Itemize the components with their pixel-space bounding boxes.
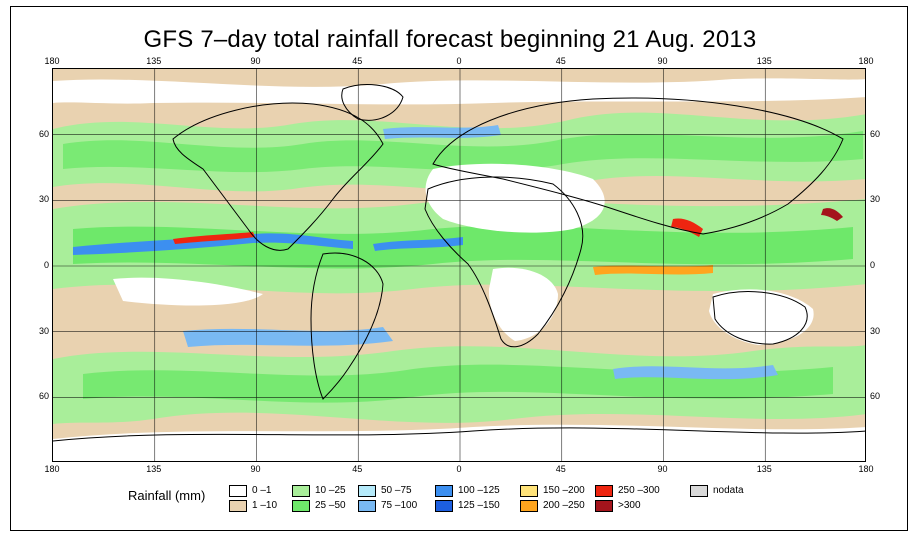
coastlines <box>53 84 865 442</box>
legend-swatch <box>595 500 613 512</box>
legend-title: Rainfall (mm) <box>128 488 206 503</box>
itcz-pacific <box>73 233 353 255</box>
lon-tick-label-bottom: 45 <box>555 464 566 474</box>
lat-tick-label-left: 30 <box>38 325 49 336</box>
south-america-outline <box>310 252 384 400</box>
legend-swatch <box>435 485 453 497</box>
lon-tick-label-bottom: 90 <box>250 464 261 474</box>
lat-tick-label-left: 30 <box>38 194 49 205</box>
australia-outline <box>712 291 808 345</box>
legend-label: 75 –100 <box>381 500 418 511</box>
lon-tick-label-bottom: 135 <box>146 464 162 474</box>
lat-tick-label-left: 60 <box>38 391 49 402</box>
legend-swatch <box>292 485 310 497</box>
lon-tick-label-top: 180 <box>858 56 874 66</box>
lon-tick-label-bottom: 135 <box>756 464 772 474</box>
legend-label: 200 –250 <box>543 500 585 511</box>
blue-streak-north-atlantic <box>383 125 501 139</box>
legend-label: 25 –50 <box>315 500 346 511</box>
lon-tick-label-top: 45 <box>555 56 566 66</box>
legend-label: nodata <box>713 485 744 496</box>
legend-label: 150 –200 <box>543 485 585 496</box>
itcz-atlantic <box>373 237 463 251</box>
map-title: GFS 7–day total rainfall forecast beginn… <box>143 26 757 53</box>
itcz-indian <box>593 265 713 275</box>
legend-swatch <box>292 500 310 512</box>
west-pacific-core <box>821 208 843 221</box>
lon-tick-label-bottom: 0 <box>456 464 462 474</box>
rainfall-map <box>52 68 866 462</box>
itcz-pacific-core <box>173 232 255 244</box>
dry-east-pacific <box>113 277 263 306</box>
green-band-north-dark <box>63 131 863 173</box>
legend-swatch <box>229 485 247 497</box>
lon-tick-label-bottom: 180 <box>44 464 60 474</box>
africa-outline <box>424 176 584 348</box>
dry-australia <box>709 289 814 345</box>
lon-tick-label-top: 0 <box>456 56 462 66</box>
legend-label: 1 –10 <box>252 500 278 511</box>
legend-label: 100 –125 <box>458 485 500 496</box>
lat-tick-label-right: 60 <box>870 128 881 139</box>
legend-swatch <box>690 485 708 497</box>
lon-tick-label-bottom: 90 <box>657 464 668 474</box>
legend-swatch <box>229 500 247 512</box>
legend-swatch <box>595 485 613 497</box>
lon-tick-label-top: 135 <box>146 56 162 66</box>
antarctica-outline <box>53 427 865 442</box>
legend-label: >300 <box>618 500 641 511</box>
dry-arctic <box>53 78 865 105</box>
dry-north-africa <box>425 163 605 233</box>
lat-tick-label-right: 0 <box>870 260 876 270</box>
lon-tick-label-top: 90 <box>250 56 261 66</box>
lon-tick-label-top: 45 <box>352 56 363 66</box>
lat-tick-label-right: 60 <box>870 391 881 402</box>
legend-swatch <box>520 500 538 512</box>
greenland-outline <box>341 84 404 121</box>
lon-tick-label-bottom: 180 <box>858 464 874 474</box>
legend-label: 10 –25 <box>315 485 346 496</box>
map-svg <box>53 69 865 461</box>
figure-frame <box>10 6 908 531</box>
lon-tick-label-top: 180 <box>44 56 60 66</box>
blue-streak-south-indian <box>613 365 778 380</box>
lat-tick-label-left: 0 <box>43 260 49 270</box>
lon-tick-label-top: 90 <box>657 56 668 66</box>
eurasia-outline <box>432 97 844 235</box>
graticule <box>53 69 865 461</box>
north-america-outline <box>172 102 384 251</box>
lat-tick-label-right: 30 <box>870 194 881 205</box>
legend-swatch <box>358 485 376 497</box>
dry-southern-africa <box>488 267 558 341</box>
legend-label: 250 –300 <box>618 485 660 496</box>
legend-label: 50 –75 <box>381 485 412 496</box>
legend-label: 125 –150 <box>458 500 500 511</box>
legend-swatch <box>358 500 376 512</box>
lat-tick-label-left: 60 <box>38 128 49 139</box>
lat-tick-label-right: 30 <box>870 325 881 336</box>
lon-tick-label-bottom: 45 <box>352 464 363 474</box>
blue-streak-south-pacific <box>183 327 393 347</box>
rainfall-field <box>53 78 865 461</box>
legend-swatch <box>520 485 538 497</box>
legend-label: 0 –1 <box>252 485 272 496</box>
antarctica-dry <box>53 424 865 461</box>
legend-swatch <box>435 500 453 512</box>
lon-tick-label-top: 135 <box>756 56 772 66</box>
